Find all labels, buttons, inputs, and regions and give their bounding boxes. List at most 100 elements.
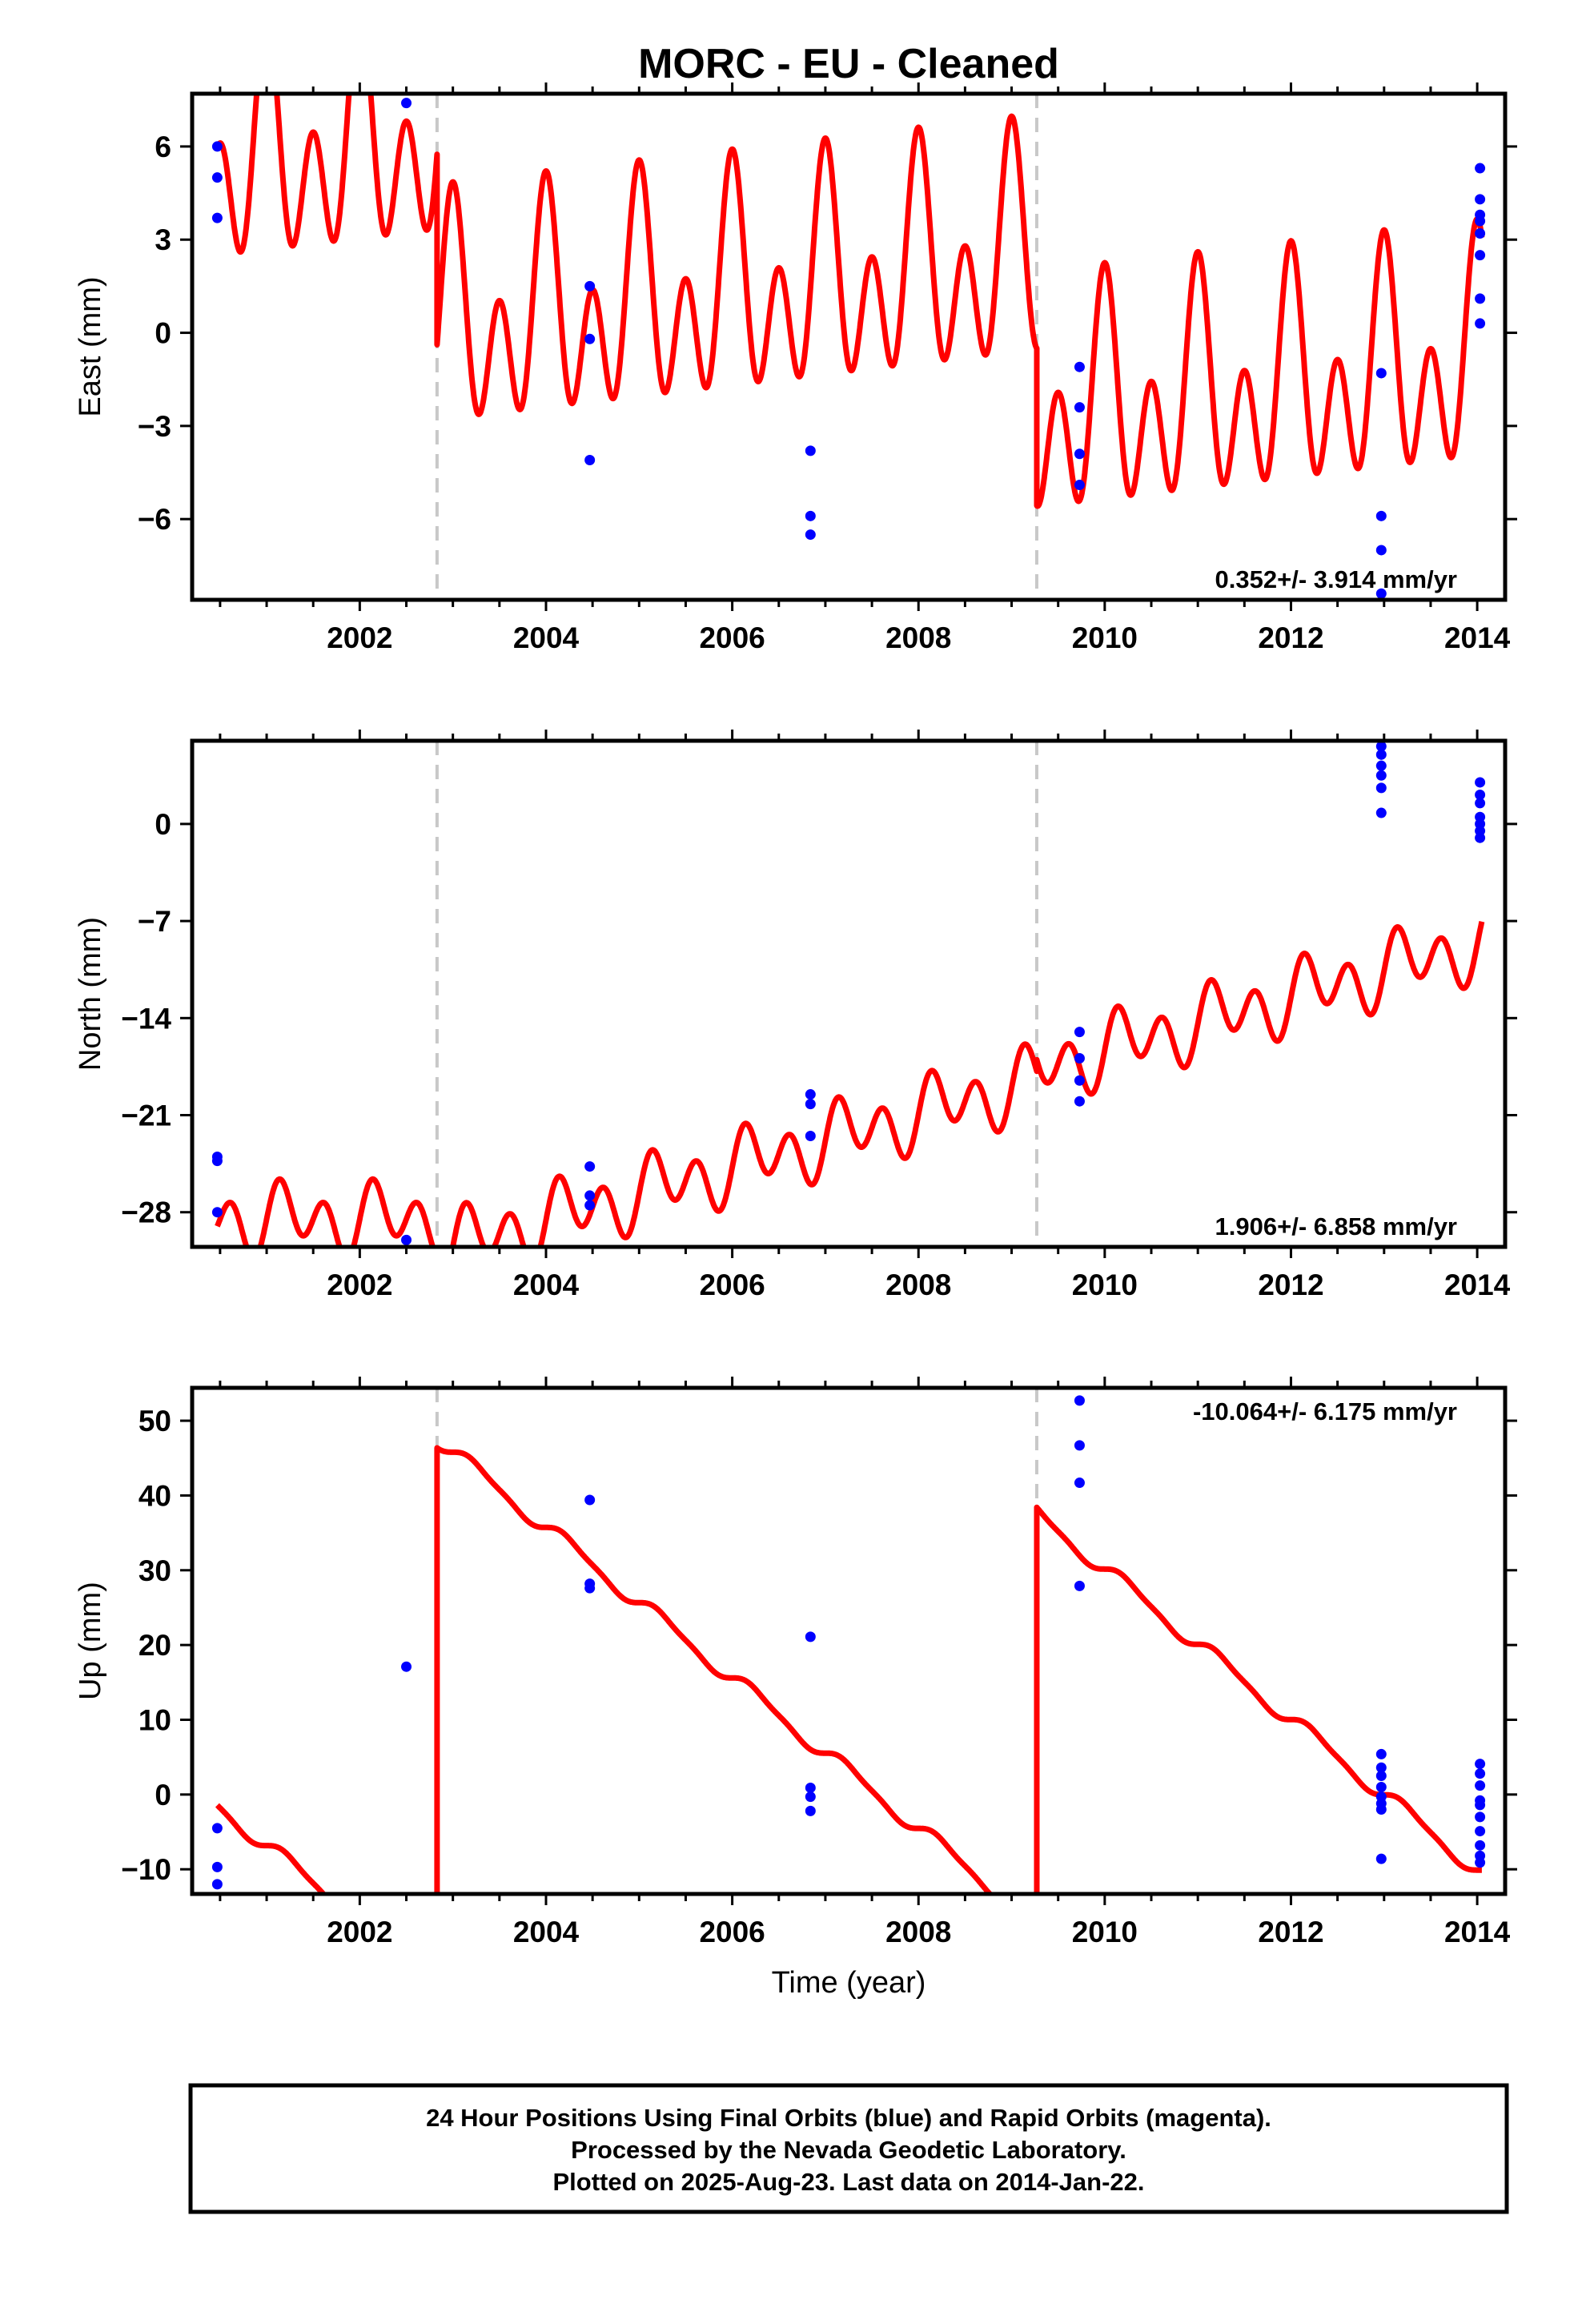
footer-line-3: Plotted on 2025-Aug-23. Last data on 201… xyxy=(552,2168,1144,2196)
up-data-point-13 xyxy=(1074,1478,1085,1489)
up-data-point-16 xyxy=(1375,1762,1387,1773)
north-data-point-7 xyxy=(805,1089,816,1100)
north-data-point-20 xyxy=(1475,777,1486,788)
north-x-tick-label-5: 2012 xyxy=(1258,1269,1323,1301)
up-data-point-3 xyxy=(401,1661,412,1672)
north-data-point-15 xyxy=(1375,749,1387,760)
panels: 2002 2004 2006 2008 2010 2012 2014−6−3036East … xyxy=(74,82,1517,2000)
east-x-tick-label-4: 2010 xyxy=(1072,621,1138,654)
up-rate-label: -10.064+/- 6.175 mm/yr xyxy=(1193,1397,1457,1425)
footer-line-2: Processed by the Nevada Geodetic Laborat… xyxy=(571,2136,1126,2164)
north-y-tick-label-2: −14 xyxy=(121,1002,171,1035)
up-data-point-7 xyxy=(805,1631,816,1642)
up-data-point-22 xyxy=(1375,1853,1387,1864)
north-x-tick-label-4: 2010 xyxy=(1072,1269,1138,1301)
east-panel: 2002 2004 2006 2008 2010 2012 2014 −6 −3 0 3 6 East … xyxy=(74,82,1517,654)
up-data-point-32 xyxy=(1475,1857,1486,1868)
north-data-point-11 xyxy=(1074,1053,1085,1064)
east-data-point-14 xyxy=(1375,368,1387,379)
east-y-tick-label-4: 6 xyxy=(155,131,171,163)
east-data-point-12 xyxy=(1074,448,1085,460)
east-data-point-13 xyxy=(1074,480,1085,491)
north-plot-area xyxy=(211,741,1486,1247)
east-data-point-6 xyxy=(584,455,596,466)
east-data-point-18 xyxy=(1475,163,1486,174)
up-data-point-8 xyxy=(805,1782,816,1793)
up-y-tick-label-2: 10 xyxy=(139,1703,171,1736)
east-data-point-17 xyxy=(1375,588,1387,599)
east-data-point-10 xyxy=(1074,361,1085,372)
up-data-point-25 xyxy=(1475,1780,1486,1791)
up-data-point-12 xyxy=(1074,1440,1085,1451)
east-y-tick-label-0: −6 xyxy=(138,503,171,536)
up-data-point-4 xyxy=(584,1494,596,1506)
east-data-point-15 xyxy=(1375,510,1387,521)
up-data-point-28 xyxy=(1475,1811,1486,1823)
east-x-tick-label-6: 2014 xyxy=(1444,621,1511,654)
up-data-point-27 xyxy=(1475,1799,1486,1811)
north-y-axis-label: North (mm) xyxy=(74,917,107,1071)
footer-box xyxy=(188,2083,1509,2214)
north-data-point-8 xyxy=(805,1099,816,1110)
east-plot-area xyxy=(211,94,1486,600)
east-data-point-22 xyxy=(1475,227,1486,239)
up-y-tick-label-0: −10 xyxy=(121,1853,171,1886)
up-plot-area xyxy=(211,1388,1486,1894)
north-x-tick-label-6: 2014 xyxy=(1444,1269,1511,1301)
east-data-point-8 xyxy=(805,510,816,521)
east-data-point-2 xyxy=(211,212,223,223)
north-panel: 2002 2004 2006 2008 2010 2012 2014 −28 −21 −14 −7 0… xyxy=(74,730,1517,1301)
up-y-tick-label-1: 0 xyxy=(155,1779,171,1811)
up-y-axis-label: Up (mm) xyxy=(74,1582,107,1700)
north-data-point-4 xyxy=(584,1161,596,1172)
up-data-point-1 xyxy=(211,1861,223,1872)
north-data-point-5 xyxy=(584,1190,596,1201)
north-x-tick-label-3: 2008 xyxy=(885,1269,951,1301)
east-data-point-16 xyxy=(1375,545,1387,556)
footer-line-1: 24 Hour Positions Using Final Orbits (bl… xyxy=(426,2104,1271,2132)
east-y-axis-label: East (mm) xyxy=(74,276,107,416)
east-data-point-9 xyxy=(805,529,816,541)
north-data-point-9 xyxy=(805,1130,816,1141)
east-x-tick-label-1: 2004 xyxy=(513,621,580,654)
east-data-point-3 xyxy=(401,98,412,109)
north-data-point-1 xyxy=(211,1156,223,1167)
up-y-tick-label-4: 30 xyxy=(139,1554,171,1587)
up-data-point-29 xyxy=(1475,1826,1486,1837)
up-x-tick-label-2: 2006 xyxy=(699,1916,765,1948)
up-data-point-14 xyxy=(1074,1580,1085,1591)
north-data-point-6 xyxy=(584,1200,596,1211)
north-data-point-13 xyxy=(1074,1096,1085,1107)
east-model-line xyxy=(215,94,1485,509)
east-data-point-23 xyxy=(1475,250,1486,261)
east-data-point-19 xyxy=(1475,194,1486,205)
north-data-point-17 xyxy=(1375,770,1387,781)
up-frame xyxy=(190,1385,1508,1896)
north-x-tick-label-0: 2002 xyxy=(327,1269,392,1301)
up-data-point-0 xyxy=(211,1823,223,1834)
east-x-tick-label-5: 2012 xyxy=(1258,621,1323,654)
up-data-point-15 xyxy=(1375,1748,1387,1759)
up-x-tick-label-1: 2004 xyxy=(513,1916,580,1948)
up-y-tick-label-6: 50 xyxy=(139,1405,171,1437)
east-data-point-0 xyxy=(211,141,223,152)
north-y-tick-label-4: 0 xyxy=(155,808,171,841)
east-data-point-1 xyxy=(211,172,223,183)
north-data-point-12 xyxy=(1074,1075,1085,1086)
north-data-point-18 xyxy=(1375,782,1387,794)
up-x-tick-label-4: 2010 xyxy=(1072,1916,1138,1948)
east-data-point-11 xyxy=(1074,402,1085,413)
east-data-point-4 xyxy=(584,280,596,292)
up-data-point-6 xyxy=(584,1582,596,1594)
north-data-point-19 xyxy=(1375,807,1387,818)
up-panel: 2002 2004 2006 2008 2010 2012 2014 −10 0 10 20 30 40… xyxy=(74,1377,1517,1948)
up-data-point-2 xyxy=(211,1879,223,1890)
x-axis-label: Time (year) xyxy=(772,1966,926,2000)
north-data-point-26 xyxy=(1475,832,1486,843)
up-data-point-17 xyxy=(1375,1771,1387,1782)
north-y-tick-label-3: −7 xyxy=(138,905,171,938)
east-data-point-24 xyxy=(1475,293,1486,304)
east-data-point-25 xyxy=(1475,318,1486,329)
north-y-tick-label-0: −28 xyxy=(121,1196,171,1229)
up-x-tick-label-6: 2014 xyxy=(1444,1916,1511,1948)
